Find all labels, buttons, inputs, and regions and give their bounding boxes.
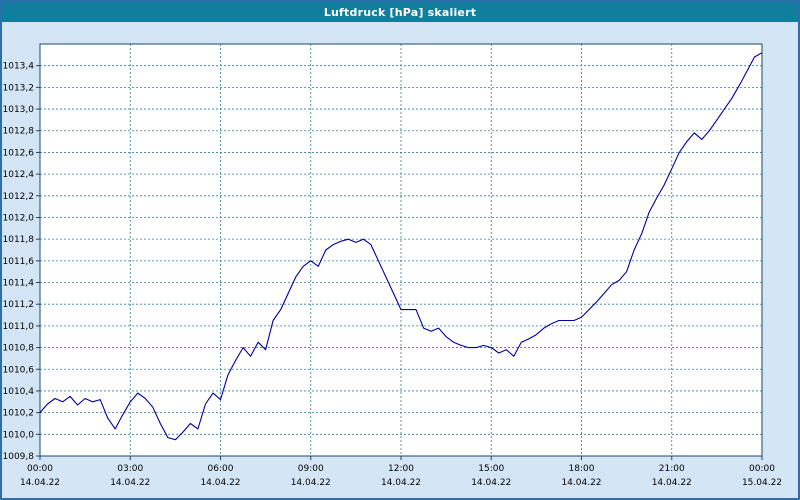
svg-text:1010,4: 1010,4	[3, 387, 35, 397]
svg-text:03:00: 03:00	[117, 464, 143, 474]
svg-text:21:00: 21:00	[659, 464, 685, 474]
svg-text:1010,0: 1010,0	[3, 430, 35, 440]
svg-text:12:00: 12:00	[388, 464, 414, 474]
svg-text:00:00: 00:00	[27, 464, 53, 474]
title-bar: Luftdruck [hPa] skaliert	[2, 2, 798, 22]
svg-text:14.04.22: 14.04.22	[652, 478, 692, 488]
svg-text:15:00: 15:00	[478, 464, 504, 474]
svg-text:1011,6: 1011,6	[3, 257, 35, 267]
axis-ticks	[36, 65, 763, 460]
svg-text:14.04.22: 14.04.22	[291, 478, 331, 488]
svg-text:1011,8: 1011,8	[3, 235, 35, 245]
svg-text:1010,8: 1010,8	[3, 344, 35, 354]
svg-text:00:00: 00:00	[749, 464, 775, 474]
svg-text:1012,6: 1012,6	[3, 148, 35, 158]
svg-text:14.04.22: 14.04.22	[471, 478, 511, 488]
svg-text:14.04.22: 14.04.22	[561, 478, 601, 488]
window-title: Luftdruck [hPa] skaliert	[323, 5, 477, 19]
svg-text:09:00: 09:00	[298, 464, 324, 474]
svg-text:1012,8: 1012,8	[3, 127, 35, 137]
svg-text:1012,0: 1012,0	[3, 213, 35, 223]
svg-text:1013,2: 1013,2	[3, 83, 35, 93]
x-axis-labels: 00:00 14.04.22 03:00 14.04.22 06:00 14.04.22 0…	[20, 464, 782, 488]
svg-text:1011,4: 1011,4	[3, 279, 35, 289]
plot-border	[39, 43, 763, 457]
svg-text:18:00: 18:00	[569, 464, 595, 474]
svg-text:1012,2: 1012,2	[3, 192, 35, 202]
grid-layer	[40, 44, 762, 456]
svg-text:1013,4: 1013,4	[3, 62, 35, 72]
chart-area: 1009,8 1010,0 1010,2 1010,4 1010,6 1010,8 1011…	[2, 22, 798, 498]
svg-text:14.04.22: 14.04.22	[110, 478, 150, 488]
svg-text:1012,4: 1012,4	[3, 170, 35, 180]
svg-text:1011,0: 1011,0	[3, 322, 35, 332]
y-axis-labels: 1009,8 1010,0 1010,2 1010,4 1010,6 1010,8 1011…	[3, 62, 35, 462]
svg-text:14.04.22: 14.04.22	[20, 478, 60, 488]
svg-text:06:00: 06:00	[208, 464, 234, 474]
svg-text:1011,2: 1011,2	[3, 300, 35, 310]
svg-text:14.04.22: 14.04.22	[381, 478, 421, 488]
svg-text:1009,8: 1009,8	[3, 452, 35, 462]
svg-text:14.04.22: 14.04.22	[200, 478, 240, 488]
svg-text:1013,0: 1013,0	[3, 105, 35, 115]
svg-text:15.04.22: 15.04.22	[742, 478, 782, 488]
pressure-series-line	[39, 52, 763, 441]
svg-text:1010,6: 1010,6	[3, 365, 35, 375]
pressure-line-chart: 1009,8 1010,0 1010,2 1010,4 1010,6 1010,8 1011…	[3, 43, 782, 488]
svg-text:1010,2: 1010,2	[3, 409, 35, 419]
